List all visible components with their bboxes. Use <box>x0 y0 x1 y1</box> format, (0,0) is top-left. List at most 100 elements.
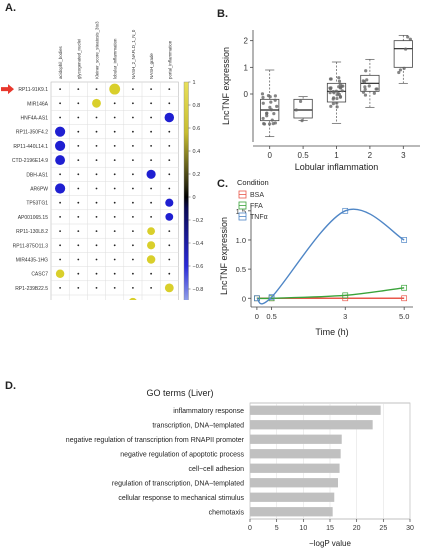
heatmap-row-label: AP001065.15 <box>18 215 49 221</box>
category-label: transcription, DNA−templated <box>152 422 244 429</box>
box-point <box>404 47 408 51</box>
box-point <box>367 84 371 88</box>
category-label: cell−cell adhesion <box>189 466 245 473</box>
heatmap-dot <box>95 244 98 247</box>
heatmap-row-label: CASC7 <box>31 272 48 278</box>
colorbar-tick-label: 0.6 <box>193 126 201 132</box>
y-tick-label: 0 <box>244 90 249 99</box>
x-axis-label: Time (h) <box>315 327 348 337</box>
bar <box>250 420 373 430</box>
colorbar-tick-label: 0.4 <box>193 149 201 155</box>
panel-label-b: B. <box>217 8 228 20</box>
heatmap-dot <box>150 88 153 90</box>
heatmap-row-label: RP11-350F4.2 <box>16 130 48 136</box>
heatmap-dot <box>77 116 80 119</box>
box-point <box>265 111 269 116</box>
heatmap-dot <box>132 173 134 176</box>
category-label: chemotaxis <box>209 509 245 516</box>
heatmap-dot <box>59 116 61 119</box>
heatmap-dot <box>132 102 134 105</box>
heatmap-dot <box>77 244 80 247</box>
panel-label-c: C. <box>217 178 228 190</box>
colorbar-tick-label: −0.8 <box>193 287 204 293</box>
box-point <box>336 91 340 95</box>
box-point <box>328 91 332 95</box>
heatmap-dot <box>95 88 98 90</box>
box-point <box>406 35 410 39</box>
y-tick-label: 1.5 <box>236 207 246 216</box>
colorbar-tick-label: −0.4 <box>193 241 204 247</box>
heatmap-dot <box>77 272 80 275</box>
heatmap-dot <box>77 130 80 133</box>
heatmap-dot <box>113 272 116 275</box>
heatmap-dot <box>150 159 153 162</box>
x-tick-label: 3 <box>343 312 347 321</box>
bar <box>250 478 338 488</box>
x-tick-label: 0 <box>248 525 252 532</box>
bar <box>250 434 342 444</box>
series-point <box>401 284 408 291</box>
heatmap-dot <box>77 201 80 204</box>
line-chart: 0 0.5 1.0 1.5 0 0.5 3 5.0 Time (h) LncTNF express… <box>219 178 413 337</box>
heatmap-row-label: RP11-91K9.1 <box>18 87 48 93</box>
heatmap-dot <box>132 258 134 261</box>
legend-label: FFA <box>250 203 263 210</box>
box <box>293 98 313 119</box>
heatmap-dot <box>150 272 153 275</box>
box-point <box>262 122 266 126</box>
box-point <box>339 85 343 89</box>
heatmap-row-label: AR6PW <box>30 187 48 193</box>
heatmap-dot <box>113 145 116 147</box>
bar <box>250 405 381 415</box>
legend-label: TNFα <box>250 214 268 221</box>
heatmap-cell <box>164 112 175 123</box>
box-point <box>261 101 265 105</box>
heatmap-row-label: CTD-2196E14.9 <box>12 158 48 164</box>
box-point <box>270 118 274 122</box>
colorbar-tick-label: 0.8 <box>193 103 201 109</box>
x-tick-label: 0.5 <box>266 312 276 321</box>
box-point <box>268 105 272 109</box>
x-tick-label: 1 <box>334 151 339 160</box>
heatmap-dot <box>150 216 153 218</box>
box-point <box>261 116 265 121</box>
heatmap-dot <box>113 201 116 204</box>
y-axis-label: LncTNF expression <box>221 47 231 125</box>
x-tick-label: 5.0 <box>399 312 409 321</box>
y-tick-label: 1.0 <box>236 236 246 245</box>
heatmap-dot <box>113 130 116 133</box>
box-point <box>363 87 367 92</box>
box-point <box>372 91 376 95</box>
heatmap-dot <box>132 187 134 190</box>
box-point <box>269 108 274 112</box>
box-point <box>267 122 272 126</box>
x-tick-label: 2 <box>368 151 373 160</box>
heatmap-cell <box>165 213 174 221</box>
heatmap-dot <box>95 145 98 147</box>
bar <box>250 492 335 502</box>
x-tick-label: 30 <box>406 525 414 532</box>
heatmap-cell <box>129 297 137 300</box>
heatmap-dot <box>132 159 134 162</box>
x-tick-label: 15 <box>326 525 334 532</box>
heatmap-dot <box>59 173 61 176</box>
box-point <box>269 100 273 104</box>
box-point <box>272 112 276 116</box>
series-line <box>256 287 405 300</box>
heatmap-dot <box>113 116 116 119</box>
heatmap-dot <box>132 145 134 147</box>
heatmap-dot <box>168 88 171 90</box>
series-point <box>342 207 349 214</box>
box-point <box>337 79 342 83</box>
bar-chart: GO terms (Liver) 0 5 10 15 20 25 30 inflammatory… <box>66 388 414 548</box>
heatmap-dot <box>95 272 98 275</box>
heatmap-dot <box>150 116 153 119</box>
panel-label-d: D. <box>5 380 16 392</box>
category-label: inflammatory response <box>173 408 244 415</box>
box-point <box>328 87 333 91</box>
heatmap-dot <box>77 187 80 190</box>
heatmap-row-label: RP11-130L8.2 <box>16 229 48 235</box>
box-point <box>273 98 277 102</box>
heatmap-column-label: lobular_inflammation <box>113 38 118 79</box>
heatmap-dot <box>113 173 116 176</box>
